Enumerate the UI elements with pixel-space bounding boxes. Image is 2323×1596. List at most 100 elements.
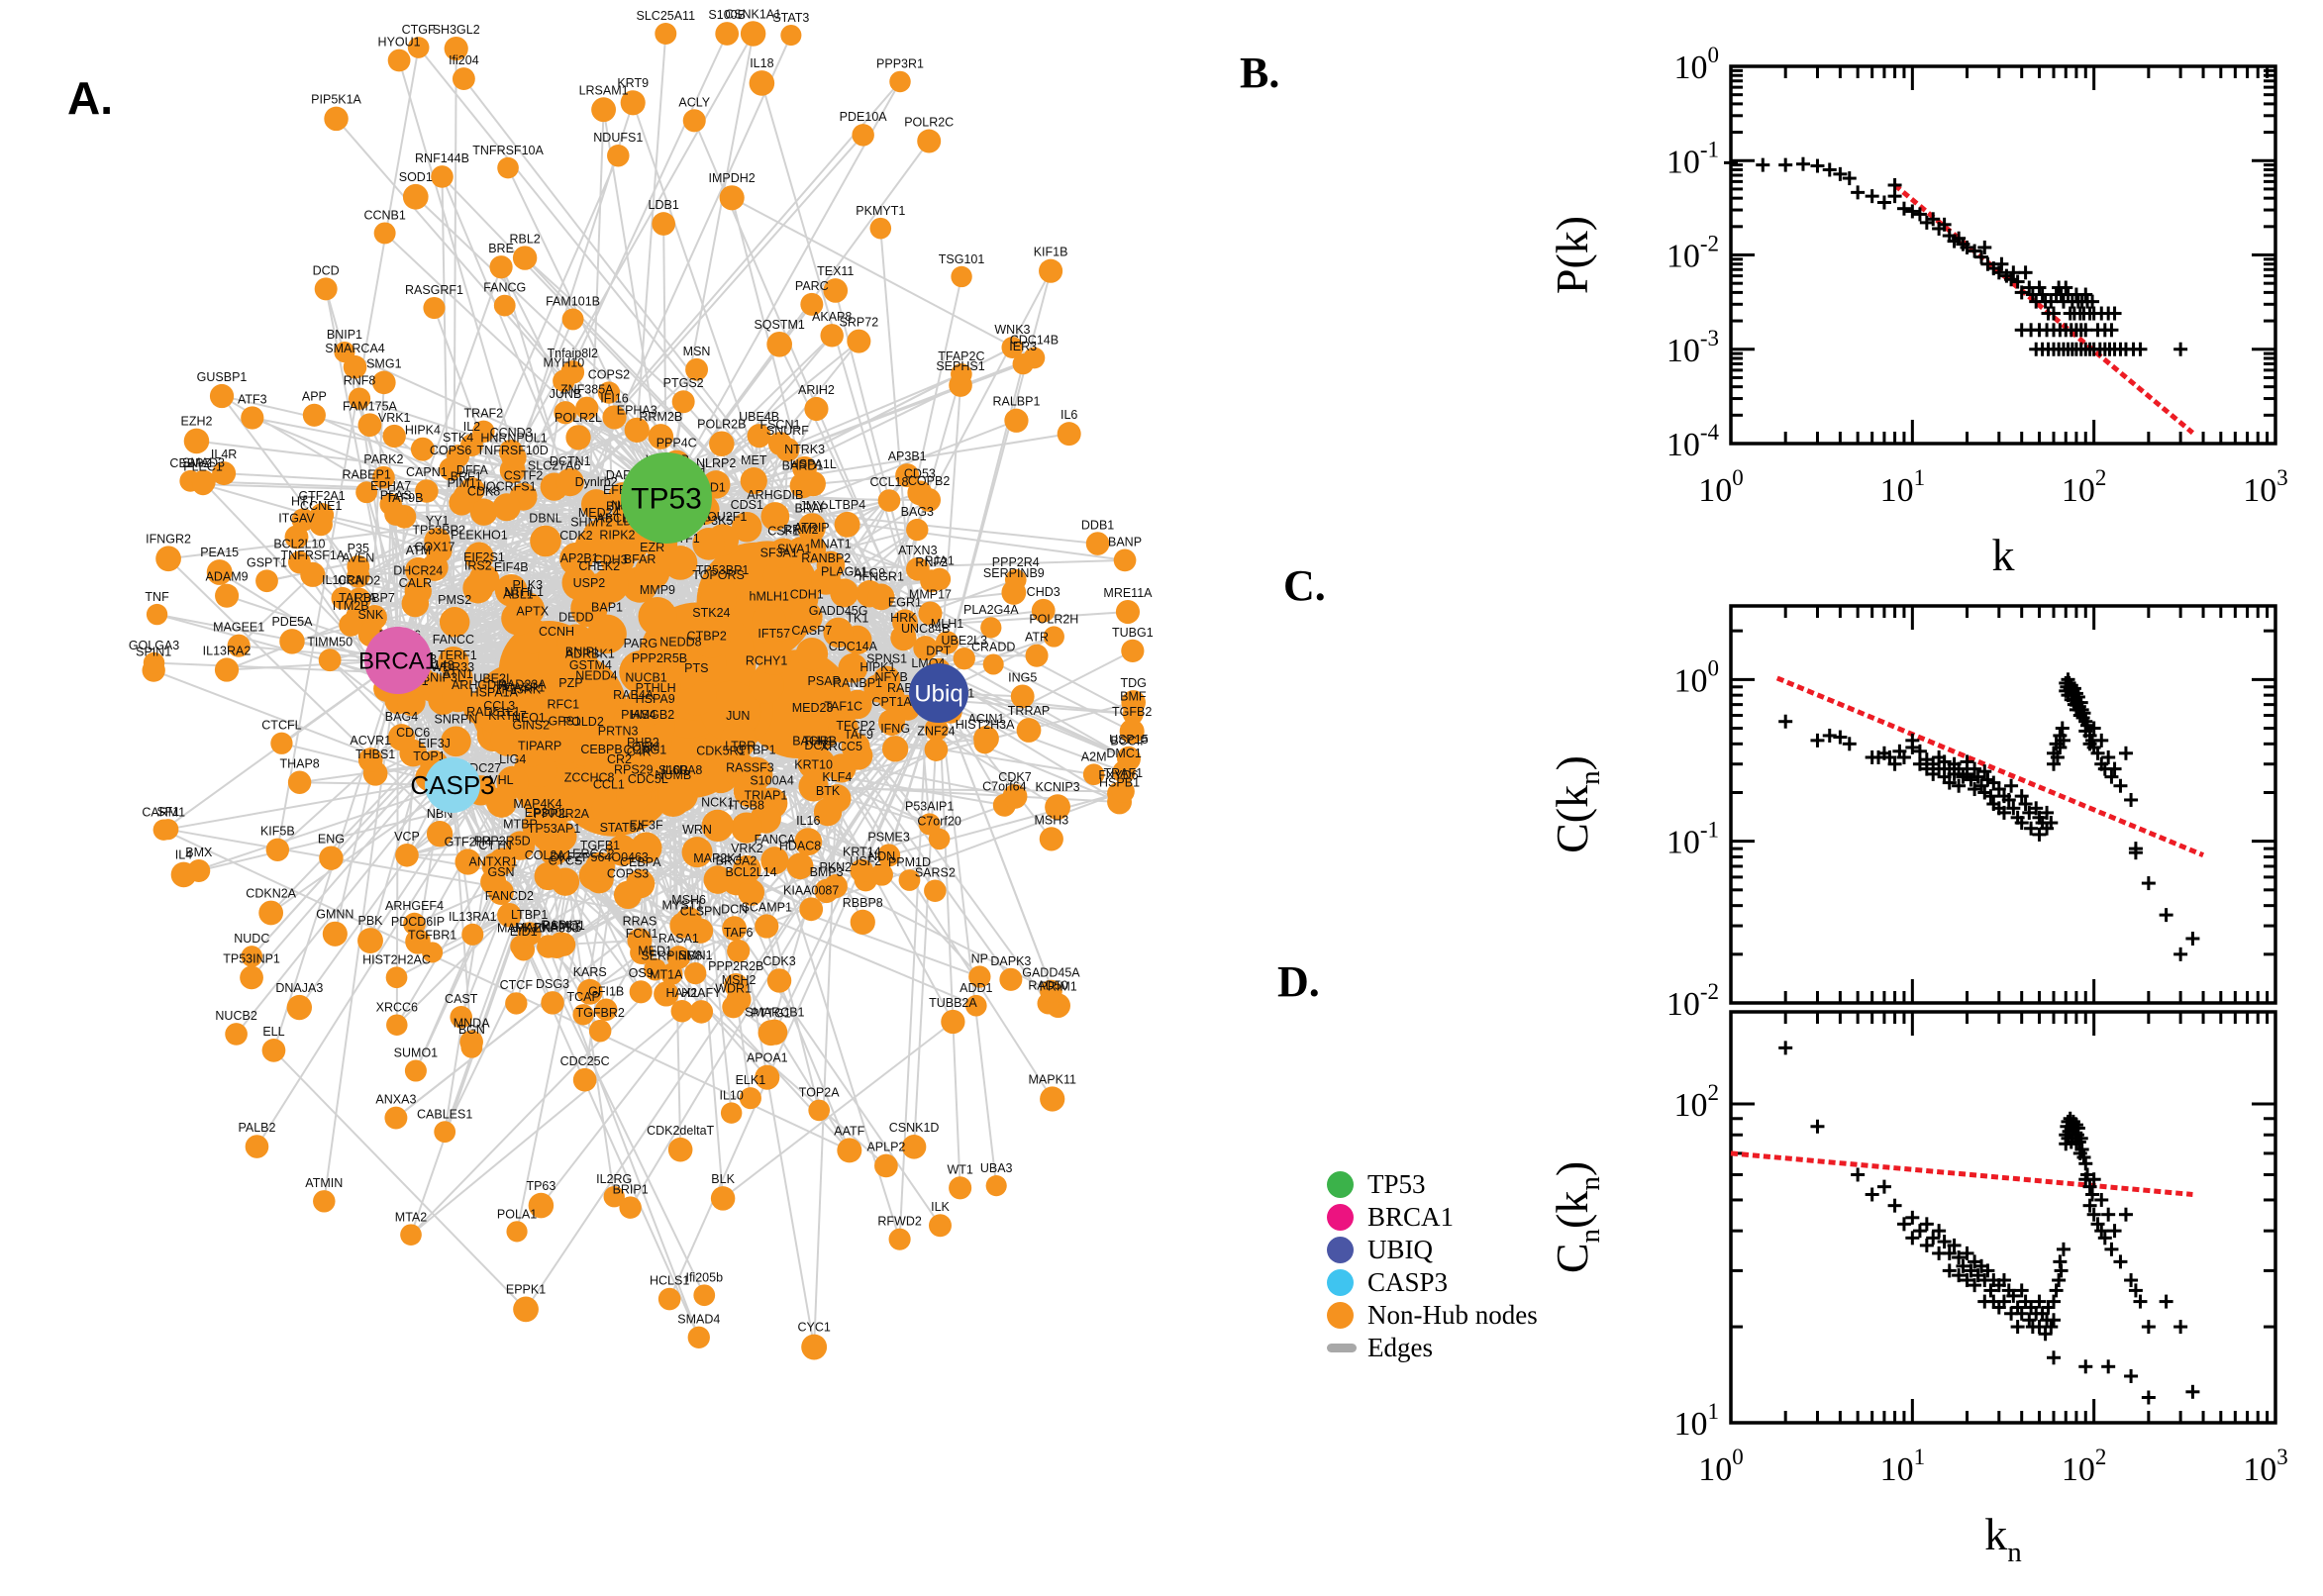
network-node-label: STAT3 [772,11,809,25]
axis-ticks [1729,64,2277,446]
network-node [506,1221,528,1243]
network-node [999,967,1023,991]
network-node-label: CEBPZ [169,456,211,470]
network-node-label: C7orf64 [982,780,1027,794]
network-node [552,690,590,729]
network-node-label: TCAP [566,990,599,1004]
network-node [545,935,569,958]
network-node-label: TUBB2A [929,996,977,1010]
panel-c-label: C. [1283,561,1326,610]
network-node-label: WDR1 [715,982,752,996]
network-node [1111,779,1135,803]
x-tick-label: 101 [1880,1445,1926,1488]
network-node-label: POLA1 [497,1207,537,1221]
network-node-label: CHD3 [1027,585,1060,599]
network-node [838,652,868,683]
network-node [648,424,674,449]
network-node [426,821,454,848]
network-node [450,1005,473,1029]
network-node [287,770,312,794]
network-node [1122,703,1144,725]
network-node-label: MAPK10 [497,921,546,935]
network-node [867,583,895,611]
network-node-label: GADD45A [1022,966,1080,980]
network-node [505,831,536,860]
network-node-label: KARS [573,965,607,979]
network-node [720,723,757,759]
network-node [928,567,952,591]
network-node-label: CARM1 [142,806,185,820]
network-node [1012,352,1034,375]
network-node-label: MAP2K4 [693,851,742,865]
network-node-label: ING5 [1008,671,1037,685]
network-node [733,854,761,884]
network-node-label: RASA1 [658,932,699,946]
network-node [1039,258,1063,283]
network-edge [888,792,1119,856]
network-node [1040,979,1062,1003]
network-node-label: EID1 [510,925,538,939]
network-node-label: SF1 [156,805,179,819]
network-node-label: NUMB [655,768,691,782]
network-node-label: C4R [627,746,652,759]
network-node-label: IL13RA2 [203,644,252,657]
network-node [792,455,817,481]
network-node [387,49,411,72]
network-node-label: CLSPN [680,905,722,919]
network-node-label: S100A4 [750,773,794,787]
network-node-label: ANTXR1 [469,855,518,869]
network-node-label: DPT [926,645,951,658]
network-node-label: hMLH1 [750,590,789,604]
network-node-label: RASSF3 [726,760,774,774]
network-node-label: TIMM50 [307,635,353,648]
ubiq-swatch-icon [1327,1237,1354,1263]
network-node-label: KRT14 [843,846,881,859]
hub-label-brca1: BRCA1 [358,648,438,674]
network-node-label: TAF1A [339,591,377,605]
network-node [780,24,802,47]
network-node [410,437,435,461]
network-node [258,900,284,926]
network-node [187,859,211,882]
network-node-label: USF2 [850,854,881,868]
network-node [373,222,396,245]
network-node-label: THAP8 [279,757,319,771]
network-node-label: RNF144B [415,151,469,165]
network-node-label: FXYD6 [1098,768,1138,782]
network-node-label: TERF1 [438,648,477,662]
panel-b-label: B. [1240,49,1280,97]
network-node-label: POLD2 [563,715,604,729]
network-node-label: AATF [834,1124,864,1138]
network-edge [272,1049,527,1311]
network-edge [238,573,314,647]
network-node [485,786,517,818]
network-node-label: PHB2 [627,736,659,749]
network-node-label: RAD51L1 [466,705,520,719]
network-node-label: CDH1 [790,587,824,601]
network-node-label: LTBP4 [829,498,865,512]
network-node-label: ATMIN [305,1176,343,1190]
network-node-label: GINS2 [513,718,551,732]
network-node [722,916,748,942]
network-node-label: ERCC2 [572,848,614,861]
network-node-label: RIPK2 [599,529,635,543]
network-node-label: HIPK4 [405,424,441,438]
network-node-label: CDH3 [594,553,628,567]
network-node [1016,718,1042,743]
network-node-label: HNRNPUL1 [480,432,547,446]
network-node [556,467,584,497]
network-node-label: S100B [708,8,746,22]
network-node-label: APTX [516,604,549,618]
network-node-label: PTTG1 [751,1006,790,1020]
network-node-label: GTF2H4 [445,835,492,848]
network-node-label: NTRK3 [784,443,825,456]
network-node-label: AKAP8 [812,310,852,324]
network-node-label: WNK3 [994,323,1030,337]
network-node-label: Ifi204 [449,53,479,67]
network-node-label: RRM2B [639,410,682,424]
network-node-label: BAP1 [591,601,623,615]
legend-label: Edges [1367,1333,1433,1362]
y-tick-label: 102 [1674,1080,1720,1124]
network-node [541,991,564,1015]
